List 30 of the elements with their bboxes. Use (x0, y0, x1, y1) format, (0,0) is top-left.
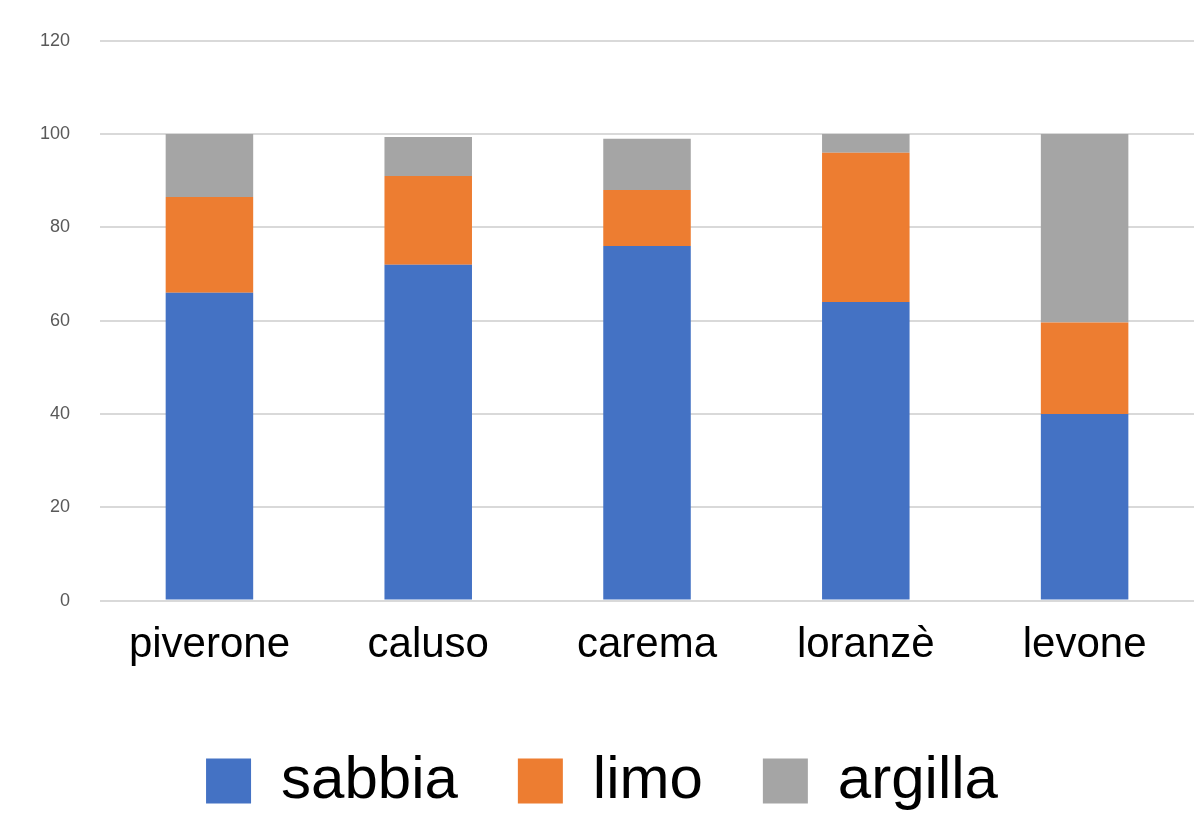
x-tick-label: piverone (128, 619, 290, 667)
y-tick-label: 100 (39, 123, 71, 144)
y-tick-label: 80 (50, 216, 71, 237)
y-tick-label: 0 (60, 589, 71, 610)
legend-label: argilla (837, 743, 999, 811)
bar (822, 134, 910, 153)
x-tick-label: carema (576, 619, 718, 667)
y-tick-label: 120 (39, 29, 71, 50)
bar (384, 264, 472, 600)
legend-label: sabbia (281, 743, 459, 811)
bar (1040, 322, 1129, 414)
bar (384, 176, 472, 265)
bar (822, 152, 910, 303)
legend-label: limo (592, 743, 703, 811)
x-tick-label: caluso (367, 619, 489, 667)
y-tick-label: 60 (50, 309, 71, 330)
bar (603, 246, 691, 600)
x-tick-label: levone (1022, 619, 1147, 667)
bar (603, 138, 691, 191)
bar (1040, 134, 1129, 323)
bar (165, 197, 254, 293)
bar (384, 136, 472, 177)
bar (1040, 414, 1129, 600)
bar (165, 134, 254, 198)
bar (165, 292, 254, 600)
y-tick-label: 20 (50, 496, 71, 517)
x-tick-label: loranzè (796, 619, 935, 667)
y-tick-label: 40 (50, 402, 71, 423)
bar (822, 302, 910, 600)
bar (603, 190, 691, 247)
